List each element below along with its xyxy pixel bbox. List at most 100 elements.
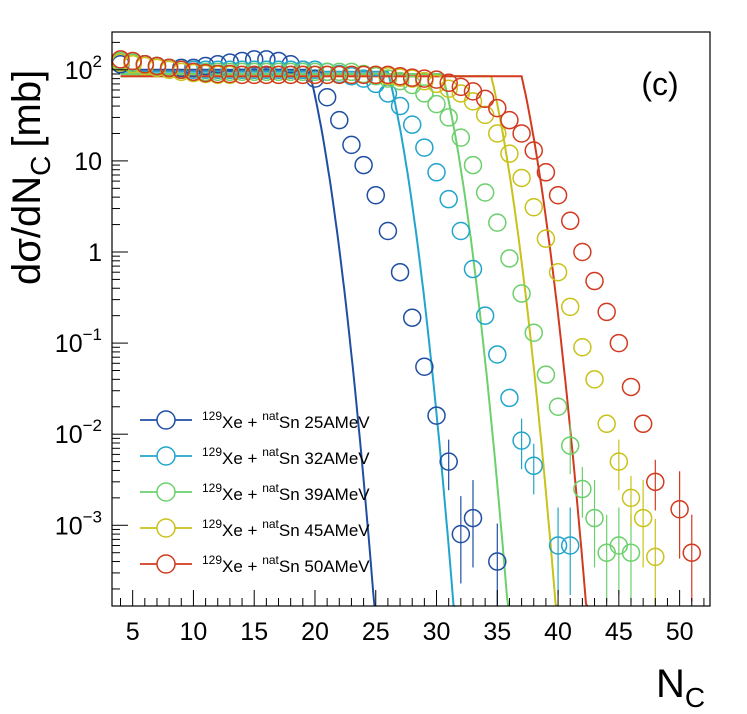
data-point-50AMeV (609, 333, 629, 353)
data-point-50AMeV (257, 65, 276, 85)
legend-sup-1: 129 (202, 517, 222, 531)
data-point-50AMeV (147, 56, 167, 76)
data-point-25AMeV (463, 508, 483, 528)
data-point-25AMeV (488, 552, 507, 571)
legend-marker (156, 482, 176, 502)
data-point-50AMeV (123, 51, 142, 71)
legend-marker (156, 554, 176, 574)
data-point-45AMeV (597, 414, 616, 434)
legend-element-2: Sn 32AMeV (279, 449, 370, 468)
data-point-39AMeV (439, 108, 458, 127)
legend-entry-39AMeV: 129Xe + natSn 39AMeV (140, 481, 370, 504)
legend-sup-2: nat (262, 409, 279, 423)
data-point-45AMeV (621, 488, 641, 508)
data-point-39AMeV (560, 436, 580, 455)
data-point-39AMeV (621, 543, 641, 562)
legend-element-1: Xe + (222, 485, 262, 504)
legend-entry-45AMeV: 129Xe + natSn 45AMeV (140, 517, 370, 540)
data-point-50AMeV (159, 58, 179, 78)
data-point-50AMeV (597, 302, 616, 322)
y-tick-base: 1 (88, 239, 102, 267)
panel-label: (c) (641, 66, 678, 102)
legend-entry-50AMeV: 129Xe + natSn 50AMeV (140, 553, 370, 576)
legend-sup-1: 129 (202, 553, 222, 567)
data-point-45AMeV (524, 197, 544, 217)
data-point-50AMeV (451, 77, 471, 97)
y-tick-base: 10 (55, 330, 83, 358)
legend-marker (156, 410, 176, 430)
data-point-45AMeV (646, 547, 665, 567)
data-point-50AMeV (560, 211, 580, 231)
y-axis-title-unit: [mb] (5, 70, 49, 148)
y-tick-label: 10−1 (55, 325, 102, 358)
data-point-32AMeV (475, 306, 495, 325)
data-point-50AMeV (244, 65, 264, 85)
axis-ticks (112, 41, 705, 606)
data-point-45AMeV (500, 144, 519, 163)
data-point-25AMeV (451, 524, 471, 544)
legend-entry-32AMeV: 129Xe + natSn 32AMeV (140, 445, 370, 468)
data-point-50AMeV (305, 65, 325, 85)
data-point-39AMeV (536, 365, 556, 384)
legend-sup-2: nat (262, 553, 279, 567)
legend-element-1: Xe + (222, 521, 262, 540)
x-tick-label: 45 (605, 618, 633, 646)
data-point-39AMeV (512, 284, 531, 303)
data-point-25AMeV (378, 221, 398, 241)
data-point-50AMeV (633, 414, 653, 434)
data-point-25AMeV (390, 262, 410, 282)
data-point-32AMeV (463, 259, 483, 279)
x-axis-title-main: N (656, 662, 685, 706)
data-point-25AMeV (257, 50, 276, 69)
x-tick-label: 30 (423, 618, 451, 646)
data-point-50AMeV (670, 499, 689, 519)
data-point-25AMeV (366, 185, 386, 205)
legend-element-2: Sn 50AMeV (279, 557, 370, 576)
data-point-39AMeV (488, 213, 507, 232)
data-point-50AMeV (317, 65, 337, 85)
y-tick-exponent: −1 (83, 325, 102, 344)
data-point-50AMeV (330, 65, 349, 85)
data-point-50AMeV (390, 66, 410, 86)
data-point-39AMeV (548, 397, 568, 417)
data-point-50AMeV (208, 64, 227, 84)
data-point-50AMeV (196, 63, 215, 83)
x-tick-label: 5 (126, 618, 140, 646)
data-point-50AMeV (220, 64, 240, 84)
legend-sup-1: 129 (202, 481, 222, 495)
data-point-39AMeV (463, 155, 483, 175)
legend-marker (156, 446, 176, 466)
plot-frame (111, 31, 711, 607)
data-point-50AMeV (184, 62, 203, 82)
data-point-50AMeV (232, 65, 252, 85)
data-point-45AMeV (536, 229, 556, 248)
data-point-32AMeV (415, 138, 434, 157)
data-point-50AMeV (342, 65, 361, 85)
data-point-50AMeV (646, 472, 665, 492)
x-tick-labels: 5 10 15 20 25 30 35 40 45 50 (126, 618, 694, 646)
data-point-39AMeV (524, 323, 544, 342)
data-point-32AMeV (512, 431, 531, 450)
data-point-32AMeV (560, 536, 580, 555)
legend-entry-25AMeV: 129Xe + natSn 25AMeV (140, 409, 370, 432)
data-point-25AMeV (342, 135, 361, 155)
y-tick-base: 10 (65, 57, 93, 85)
data-point-45AMeV (609, 452, 629, 471)
data-point-32AMeV (524, 456, 544, 476)
data-point-50AMeV (415, 69, 434, 88)
data-point-50AMeV (548, 185, 568, 205)
data-point-32AMeV (500, 388, 519, 408)
data-point-50AMeV (366, 65, 386, 85)
data-point-25AMeV (269, 51, 288, 71)
data-point-25AMeV (354, 155, 373, 175)
data-point-50AMeV (281, 65, 300, 85)
x-tick-label: 20 (301, 618, 329, 646)
x-tick-label: 25 (362, 618, 390, 646)
data-point-45AMeV (463, 92, 483, 111)
data-markers (111, 50, 702, 606)
data-point-45AMeV (439, 79, 458, 98)
data-point-25AMeV (244, 50, 264, 69)
